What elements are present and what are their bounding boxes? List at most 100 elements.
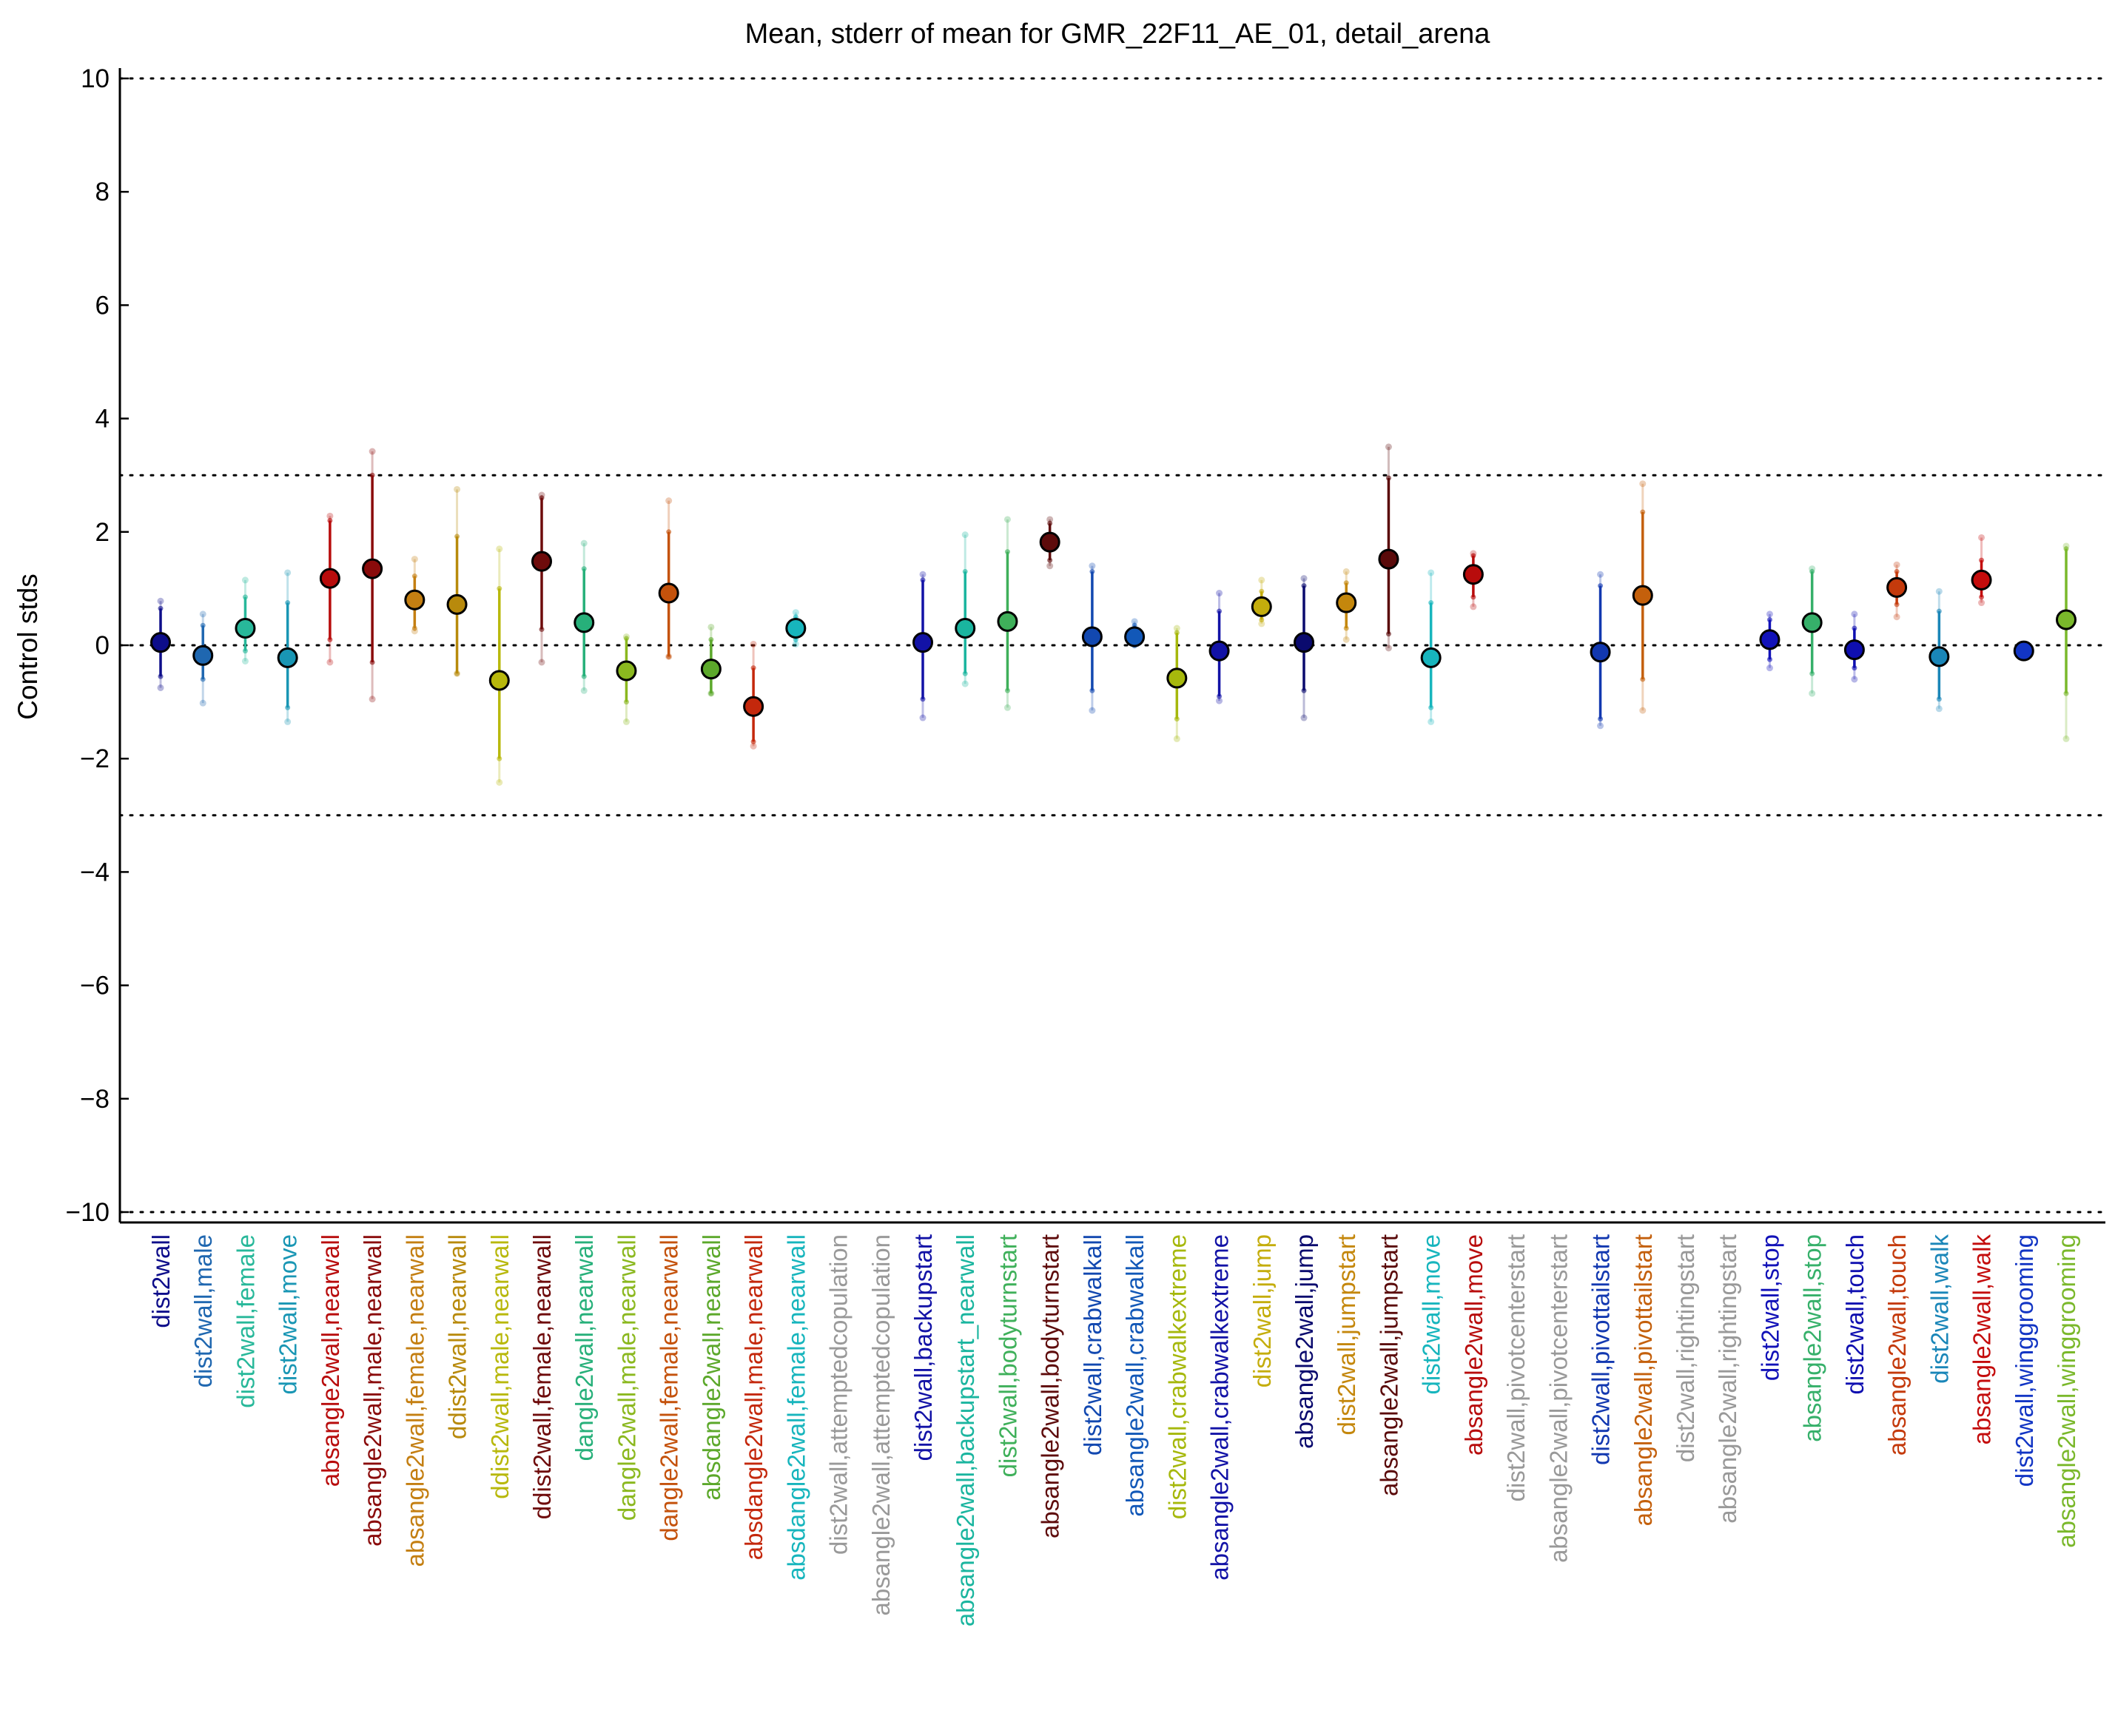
extent-dot [1131, 618, 1138, 625]
y-tick-label: 10 [81, 64, 110, 93]
x-tick-label-condition: ,crabwalkall [1079, 1234, 1106, 1362]
error-dot [1852, 625, 1857, 631]
x-tick-label-condition: ,stop [1799, 1234, 1826, 1288]
x-tick-label: absangle2wall,winggrooming [2053, 1234, 2080, 1548]
extent-dot [1046, 516, 1054, 523]
x-tick-label-condition: ,move [275, 1234, 302, 1301]
extent-dot [1258, 576, 1265, 584]
extent-dot [496, 778, 503, 786]
x-tick-label-condition: ,crabwalkextreme [1206, 1234, 1234, 1426]
error-dot [1766, 617, 1772, 623]
error-dot [285, 704, 291, 710]
x-tick-label: dist2wall,move [1418, 1234, 1445, 1394]
error-dot [1598, 716, 1604, 722]
x-tick-label-feature: dist2wall [1248, 1294, 1276, 1388]
error-dot [1004, 549, 1010, 555]
error-dot [1470, 594, 1476, 600]
error-dot [1598, 583, 1604, 589]
extent-dot [284, 569, 292, 576]
error-dot [750, 739, 756, 744]
error-dot [581, 673, 587, 679]
x-tick-label-condition: ,male [189, 1234, 217, 1294]
error-dot [962, 670, 968, 676]
x-tick-label: dist2wall,pivottailstart [1587, 1234, 1615, 1465]
error-dot [497, 585, 502, 591]
x-tick-label: absangle2wall,jump [1291, 1234, 1318, 1449]
x-tick-label-feature: dist2wall [1418, 1301, 1445, 1395]
extent-dot [792, 640, 799, 647]
mean-marker [1251, 596, 1272, 617]
data-point-group [150, 597, 171, 691]
y-tick-label: 6 [95, 291, 110, 320]
extent-dot [1470, 603, 1477, 610]
data-point-group [1166, 625, 1188, 742]
x-tick-label: dist2wall,touch [1841, 1234, 1869, 1394]
x-tick-label: dist2wall,walk [1926, 1234, 1953, 1384]
x-tick-label: dist2wall,female [232, 1234, 259, 1408]
y-tick-label: −6 [80, 972, 110, 1000]
extent-dot [1893, 613, 1900, 621]
error-dot [411, 573, 417, 579]
extent-dot [1216, 697, 1223, 704]
error-dot [920, 696, 926, 702]
extent-dot [1216, 590, 1223, 597]
extent-dot [665, 497, 673, 505]
mean-marker [192, 645, 214, 666]
x-tick-label-feature: dist2wall [1079, 1362, 1106, 1456]
error-dot [242, 594, 248, 600]
x-tick-label-feature: absangle2wall [1968, 1290, 1996, 1444]
error-dot [750, 665, 756, 671]
error-dot [1217, 608, 1223, 614]
y-tick-label: 8 [95, 178, 110, 206]
x-tick-label-feature: ddist2wall [444, 1332, 471, 1439]
error-dot [1936, 608, 1942, 614]
error-dot [1385, 475, 1391, 481]
error-dot [1979, 594, 1985, 600]
data-point-group [1251, 576, 1272, 628]
mean-marker [1208, 640, 1230, 662]
extent-dot [1300, 714, 1308, 721]
error-dot [1174, 630, 1180, 636]
x-tick-label: dist2wall,crabwalkall [1079, 1234, 1106, 1456]
extent-dot [750, 640, 757, 647]
error-dot [327, 636, 333, 642]
x-tick-label: dist2wall [147, 1234, 175, 1328]
extent-dot [157, 684, 164, 691]
mean-marker [1378, 548, 1399, 570]
x-tick-label: dist2wall,male [189, 1234, 217, 1387]
x-tick-label: absangle2wall,male,nearwall [359, 1234, 386, 1547]
mean-marker [531, 551, 552, 572]
mean-marker [1759, 629, 1781, 650]
error-dot [1894, 568, 1900, 574]
x-tick-label: absdangle2wall,nearwall [698, 1234, 725, 1501]
x-tick-label-condition: ,crabwalkall [1121, 1234, 1149, 1362]
x-tick-label-condition: ,backupstart [909, 1234, 937, 1367]
error-dot [242, 648, 248, 654]
data-point-group [1208, 590, 1230, 704]
error-dot [1089, 687, 1095, 693]
data-point-group [1462, 550, 1484, 610]
extent-dot [961, 531, 969, 539]
data-point-group [1294, 575, 1314, 721]
data-point-group [1801, 565, 1823, 697]
x-tick-label: dist2wall,pivotcenterstart [1502, 1234, 1530, 1501]
error-dot [454, 670, 460, 676]
error-dot [1894, 602, 1900, 608]
extent-dot [1597, 722, 1604, 730]
data-point-group [997, 516, 1018, 711]
data-point-group [1929, 588, 1950, 713]
x-tick-label: absdangle2wall,male,nearwall [740, 1234, 767, 1560]
extent-dot [454, 485, 461, 493]
x-tick-label: absangle2wall,rightingstart [1714, 1234, 1741, 1524]
extent-dot [1978, 534, 1985, 541]
x-tick-label-feature: absangle2wall [1291, 1294, 1318, 1449]
extent-dot [1978, 599, 1985, 607]
extent-dot [326, 512, 334, 519]
extent-dot [2062, 735, 2070, 742]
extent-dot [1428, 718, 1435, 725]
extent-dot [750, 742, 757, 750]
x-tick-label-condition: ,jump [1291, 1234, 1318, 1294]
mean-marker [1420, 647, 1442, 668]
error-dot [1047, 557, 1053, 563]
extent-dot [241, 576, 249, 584]
